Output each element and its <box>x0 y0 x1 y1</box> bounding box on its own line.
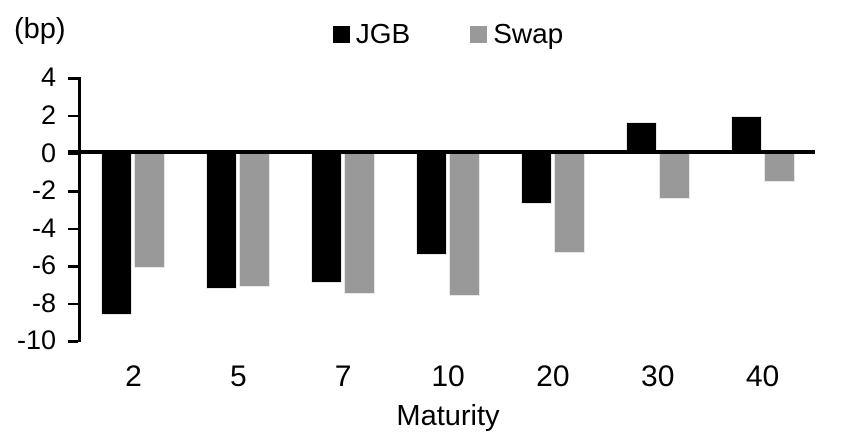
x-tick-label-40: 40 <box>745 360 780 393</box>
x-tick-label-5: 5 <box>229 360 247 393</box>
x-tick-label-2: 2 <box>125 360 142 393</box>
bar-swap-7 <box>344 151 376 295</box>
x-axis-title: Maturity <box>396 400 500 432</box>
y-tick-label-4: 4 <box>40 62 56 93</box>
y-tick-mark--4 <box>68 227 78 231</box>
bar-jgb-2 <box>101 151 133 316</box>
bar-jgb-10 <box>416 151 447 255</box>
y-tick-label--10: -10 <box>16 325 56 356</box>
y-axis-unit-label: (bp) <box>14 13 66 45</box>
y-tick-mark--6 <box>68 265 78 268</box>
y-axis-line <box>78 77 81 343</box>
bar-swap-2 <box>134 151 166 269</box>
legend-item-jgb: JGB <box>332 18 411 49</box>
y-tick-mark--2 <box>68 190 78 193</box>
y-tick-mark-4 <box>68 77 78 80</box>
bar-jgb-5 <box>206 151 238 289</box>
bar-swap-30 <box>658 151 690 199</box>
x-tick-label-10: 10 <box>431 360 465 393</box>
y-tick-mark-0 <box>68 152 78 155</box>
y-tick-label-0: 0 <box>40 137 56 168</box>
x-tick-label-30: 30 <box>641 360 675 393</box>
x-tick-label-7: 7 <box>334 360 352 393</box>
y-tick-mark-2 <box>68 114 78 118</box>
legend: JGB Swap <box>81 14 815 54</box>
legend-label-jgb: JGB <box>355 18 411 49</box>
legend-item-swap: Swap <box>470 19 563 49</box>
bar-swap-20 <box>553 151 585 254</box>
y-tick-label--8: -8 <box>31 287 56 318</box>
x-tick-label-20: 20 <box>536 360 570 393</box>
legend-swatch-jgb <box>332 25 350 43</box>
y-tick-mark--8 <box>68 302 78 306</box>
bar-swap-10 <box>449 151 480 297</box>
bar-jgb-40 <box>730 115 762 154</box>
y-tick-label--6: -6 <box>31 250 56 281</box>
y-tick-label--4: -4 <box>31 212 56 243</box>
legend-swatch-swap <box>470 25 488 43</box>
y-tick-mark--10 <box>68 340 78 343</box>
bar-jgb-20 <box>520 151 552 205</box>
bar-jgb-7 <box>311 151 343 284</box>
y-tick-label--2: -2 <box>31 175 56 206</box>
y-tick-label-2: 2 <box>40 99 56 130</box>
bar-swap-5 <box>239 151 271 287</box>
legend-label-swap: Swap <box>493 18 564 49</box>
zero-baseline <box>68 150 815 154</box>
bar-swap-40 <box>763 151 795 182</box>
